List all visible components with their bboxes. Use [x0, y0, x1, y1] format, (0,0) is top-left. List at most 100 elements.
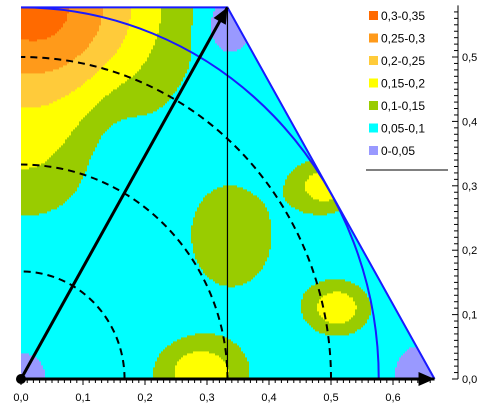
contour-cell — [43, 105, 46, 164]
contour-cell — [323, 201, 326, 216]
contour-cell — [325, 335, 328, 380]
contour-cell — [303, 293, 306, 320]
legend-label: 0,2-0,25 — [381, 54, 425, 68]
contour-cell — [95, 7, 98, 36]
dashed-arc — [21, 163, 229, 380]
contour-cell — [341, 279, 344, 294]
contour-cell — [345, 165, 348, 208]
contour-cell — [47, 105, 50, 160]
contour-cell — [45, 105, 48, 162]
contour-cell — [339, 279, 342, 292]
contour-cell — [205, 351, 208, 380]
contour-cell — [131, 77, 134, 118]
contour-cell — [323, 7, 326, 158]
contour-cell — [155, 39, 158, 112]
contour-cell — [193, 335, 196, 352]
contour-cell — [255, 195, 258, 276]
contour-cell — [97, 31, 100, 72]
contour-cell — [181, 337, 184, 358]
contour-cell — [233, 287, 236, 344]
contour-cell — [331, 213, 334, 280]
contour-cell — [99, 139, 102, 380]
contour-cell — [305, 161, 308, 182]
contour-cell — [233, 51, 236, 186]
contour-cell — [103, 133, 106, 380]
contour-cell — [159, 353, 162, 380]
contour-cell — [91, 77, 94, 110]
contour-cell — [117, 87, 120, 122]
contour-cell — [317, 7, 320, 158]
contour-cell — [197, 333, 200, 352]
contour-cell — [225, 185, 228, 286]
contour-cell — [247, 281, 250, 362]
contour-cell — [221, 49, 224, 188]
contour-cell — [219, 47, 222, 188]
contour-cell — [231, 341, 234, 380]
contour-cell — [49, 37, 52, 72]
contour-cell — [209, 333, 212, 354]
contour-cell — [49, 211, 52, 380]
contour-cell — [25, 353, 28, 380]
contour-cell — [77, 87, 80, 126]
contour-cell — [261, 269, 264, 380]
contour-cell — [161, 107, 164, 352]
contour-cell — [25, 215, 28, 354]
contour-cell — [135, 7, 138, 74]
contour-cell — [355, 285, 358, 306]
contour-cell — [41, 213, 44, 366]
contour-cell — [119, 121, 122, 380]
contour-cell — [39, 361, 42, 380]
contour-cell — [335, 7, 338, 160]
contour-cell — [349, 7, 352, 168]
contour-cell — [213, 39, 216, 190]
contour-cell — [229, 287, 232, 340]
contour-cell — [25, 7, 28, 40]
contour-cell — [191, 25, 194, 226]
contour-cell — [21, 353, 24, 380]
contour-cell — [123, 119, 126, 380]
contour-cell — [363, 325, 366, 380]
contour-cell — [327, 201, 330, 214]
contour-cell — [57, 31, 60, 70]
x-tick-label: 0,6 — [385, 392, 400, 404]
contour-cell — [319, 299, 322, 316]
contour-cell — [325, 215, 328, 280]
contour-cell — [205, 333, 208, 352]
contour-cell — [23, 7, 26, 40]
contour-cell — [355, 177, 358, 194]
contour-cell — [27, 73, 30, 108]
contour-cell — [415, 347, 418, 380]
contour-cell — [335, 335, 338, 380]
contour-cell — [59, 205, 62, 380]
contour-cell — [129, 77, 132, 118]
contour-cell — [265, 207, 268, 262]
contour-cell — [251, 7, 254, 194]
contour-cell — [113, 123, 116, 380]
contour-cell — [149, 53, 152, 114]
contour-cell — [353, 7, 356, 174]
contour-cell — [315, 173, 318, 200]
contour-cell — [103, 7, 106, 66]
contour-cell — [175, 341, 178, 366]
contour-cell — [219, 335, 222, 358]
contour-cell — [39, 165, 42, 214]
contour-cell — [101, 99, 104, 136]
dashed-arc — [21, 56, 332, 380]
contour-cell — [309, 7, 312, 160]
contour-cell — [319, 201, 322, 216]
contour-cell — [369, 315, 372, 380]
contour-cell — [143, 7, 146, 64]
contour-cell — [235, 285, 238, 344]
contour-cell — [137, 115, 140, 380]
contour-cell — [311, 285, 314, 328]
contour-cell — [29, 73, 32, 108]
contour-cell — [31, 107, 34, 168]
contour-cell — [115, 123, 118, 380]
contour-cell — [343, 207, 346, 280]
contour-cell — [299, 165, 302, 212]
contour-cell — [251, 193, 254, 280]
contour-cell — [121, 43, 124, 84]
contour-cell — [309, 325, 312, 380]
contour-cell — [161, 7, 164, 108]
contour-cell — [187, 69, 190, 336]
